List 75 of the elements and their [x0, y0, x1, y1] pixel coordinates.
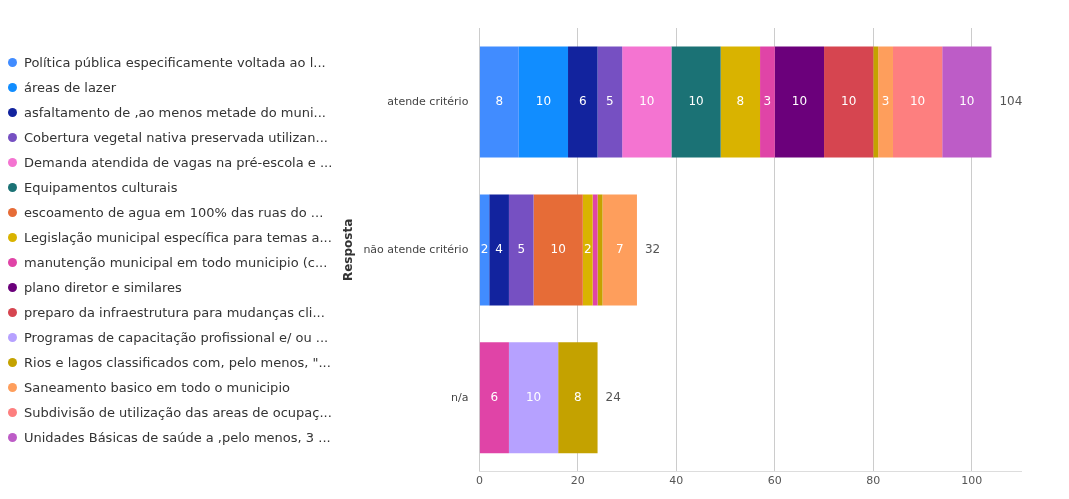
y-axis-title: Resposta — [341, 218, 356, 282]
bar — [873, 46, 879, 158]
data-label: 10 — [550, 242, 566, 257]
legend-label: Política pública especificamente voltada ao l... — [24, 54, 326, 70]
bar — [508, 194, 534, 306]
x-tick-label: 20 — [570, 474, 585, 488]
data-label: 6 — [578, 94, 587, 109]
x-tick-label: 80 — [866, 474, 881, 488]
y-tick-label: n/a — [450, 390, 469, 404]
legend-label: plano diretor e similares — [24, 279, 182, 295]
bar — [533, 194, 583, 306]
data-label: 4 — [495, 242, 503, 257]
legend-label: Rios e lagos classificados com, pelo menos, "... — [24, 354, 331, 370]
bar — [774, 46, 825, 158]
data-label: 10 — [688, 94, 704, 109]
data-label: 10 — [525, 389, 542, 404]
bar — [720, 46, 761, 158]
legend-label: Demanda atendida de vagas na pré-escola e ... — [24, 154, 333, 170]
bar — [508, 342, 559, 454]
legend-label: Programas de capacitação profissional e/ ou ... — [24, 329, 329, 345]
legend-label: áreas de lazer — [24, 79, 117, 95]
bar — [878, 46, 893, 158]
legend-label: Equipamentos culturais — [24, 179, 178, 195]
legend-label: manutenção municipal em todo municipio (c... — [24, 254, 328, 270]
x-tick-label: 100 — [961, 474, 983, 488]
data-label: 2 — [480, 242, 489, 257]
x-tick-label: 0 — [475, 474, 483, 488]
legend-label: Saneamento basico em todo o municipio — [24, 379, 290, 395]
total-label: 32 — [644, 242, 661, 257]
total-label: 24 — [605, 389, 621, 404]
data-label: 3 — [881, 94, 890, 109]
y-tick-label: atende critério — [387, 94, 469, 108]
data-label: 3 — [763, 94, 772, 109]
data-label: 2 — [583, 242, 592, 257]
bar — [518, 46, 569, 158]
data-label: 8 — [574, 389, 582, 404]
bar — [622, 46, 672, 158]
bar — [479, 342, 509, 454]
bar — [489, 194, 509, 306]
data-label: 7 — [615, 242, 624, 257]
data-label: 8 — [495, 94, 504, 109]
data-label: 10 — [959, 94, 975, 109]
y-tick-label: não atende critério — [363, 242, 469, 256]
bar — [892, 46, 943, 158]
data-label: 10 — [639, 94, 655, 109]
legend-label: Cobertura vegetal nativa preservada utilizan... — [24, 129, 328, 145]
legend-label: Legislação municipal específica para temas a... — [24, 229, 332, 245]
bar — [582, 194, 593, 306]
x-tick-label: 40 — [669, 474, 684, 488]
bar — [568, 46, 598, 158]
data-label: 8 — [736, 94, 745, 109]
legend-label: asfaltamento de ,ao menos metade do muni... — [24, 104, 326, 120]
bar — [671, 46, 721, 158]
data-label: 10 — [791, 94, 808, 109]
bar — [597, 46, 623, 158]
bar — [942, 46, 992, 158]
bar — [824, 46, 874, 158]
bar — [760, 46, 775, 158]
bar — [602, 194, 637, 306]
data-label: 10 — [909, 94, 926, 109]
x-tick-label: 60 — [767, 474, 782, 488]
bar — [592, 194, 598, 306]
legend-label: preparo da infraestrutura para mudanças cli... — [24, 304, 325, 320]
data-label: 5 — [517, 242, 526, 257]
data-label: 5 — [606, 94, 614, 109]
bar — [479, 194, 490, 306]
legend-label: Subdivisão de utilização das areas de ocupaç... — [24, 404, 332, 420]
total-label: 104 — [999, 94, 1023, 109]
bar — [558, 342, 598, 454]
legend-label: escoamento de agua em 100% das ruas do ... — [24, 204, 324, 220]
data-label: 10 — [841, 94, 857, 109]
bar — [479, 46, 519, 158]
legend-label: Unidades Básicas de saúde a ,pelo menos, 3 ... — [24, 429, 331, 445]
data-label: 10 — [535, 94, 552, 109]
data-label: 6 — [490, 389, 499, 404]
